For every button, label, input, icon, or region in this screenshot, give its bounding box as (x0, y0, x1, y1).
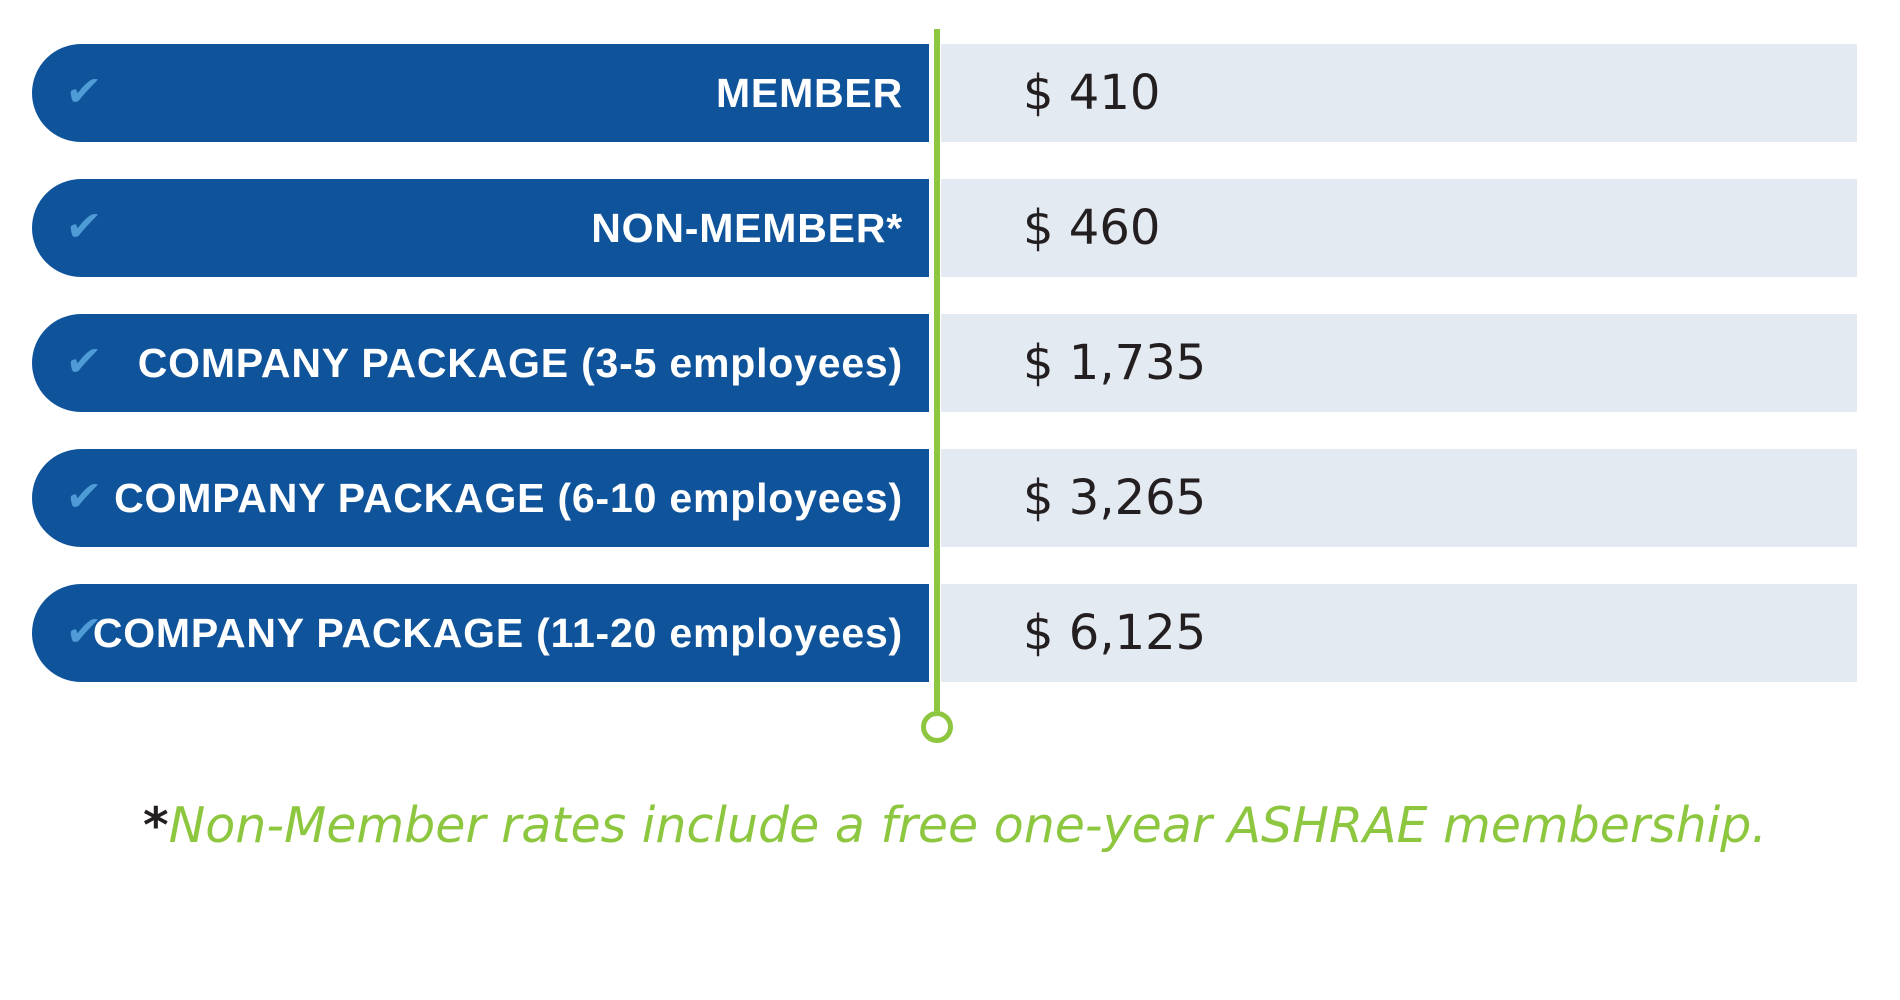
rate-label: COMPANY PACKAGE (11-20 employees) (92, 609, 903, 656)
divider-line (934, 29, 940, 711)
rate-price: $ 460 (1023, 200, 1161, 256)
rate-band-company-3-5: $ 1,735 (941, 314, 1857, 412)
rate-pill-company-3-5: ✔ COMPANY PACKAGE (3-5 employees) (32, 314, 929, 412)
rate-band-member: $ 410 (941, 44, 1857, 142)
rate-pill-company-6-10: ✔ COMPANY PACKAGE (6-10 employees) (32, 449, 929, 547)
rate-price: $ 6,125 (1023, 605, 1207, 661)
rate-price: $ 3,265 (1023, 470, 1207, 526)
check-icon: ✔ (63, 336, 104, 386)
rate-pill-non-member: ✔ NON-MEMBER* (32, 179, 929, 277)
rate-band-non-member: $ 460 (941, 179, 1857, 277)
rate-pill-member: ✔ MEMBER (32, 44, 929, 142)
footnote-text: Non-Member rates include a free one-year… (168, 797, 1767, 854)
check-icon: ✔ (63, 66, 104, 116)
rate-label: MEMBER (715, 69, 903, 116)
rate-band-company-6-10: $ 3,265 (941, 449, 1857, 547)
divider-end-circle-icon (921, 711, 953, 743)
rate-price: $ 410 (1023, 65, 1161, 121)
footnote-asterisk: * (143, 797, 169, 854)
rate-label: NON-MEMBER* (591, 204, 903, 251)
check-icon: ✔ (63, 471, 104, 521)
check-icon: ✔ (63, 606, 104, 656)
rate-pill-company-11-20: ✔ COMPANY PACKAGE (11-20 employees) (32, 584, 929, 682)
rate-price: $ 1,735 (1023, 335, 1207, 391)
rate-label: COMPANY PACKAGE (6-10 employees) (114, 474, 903, 521)
check-icon: ✔ (63, 201, 104, 251)
rate-band-company-11-20: $ 6,125 (941, 584, 1857, 682)
rate-label: COMPANY PACKAGE (3-5 employees) (137, 339, 903, 386)
footnote: *Non-Member rates include a free one-yea… (143, 796, 1767, 856)
